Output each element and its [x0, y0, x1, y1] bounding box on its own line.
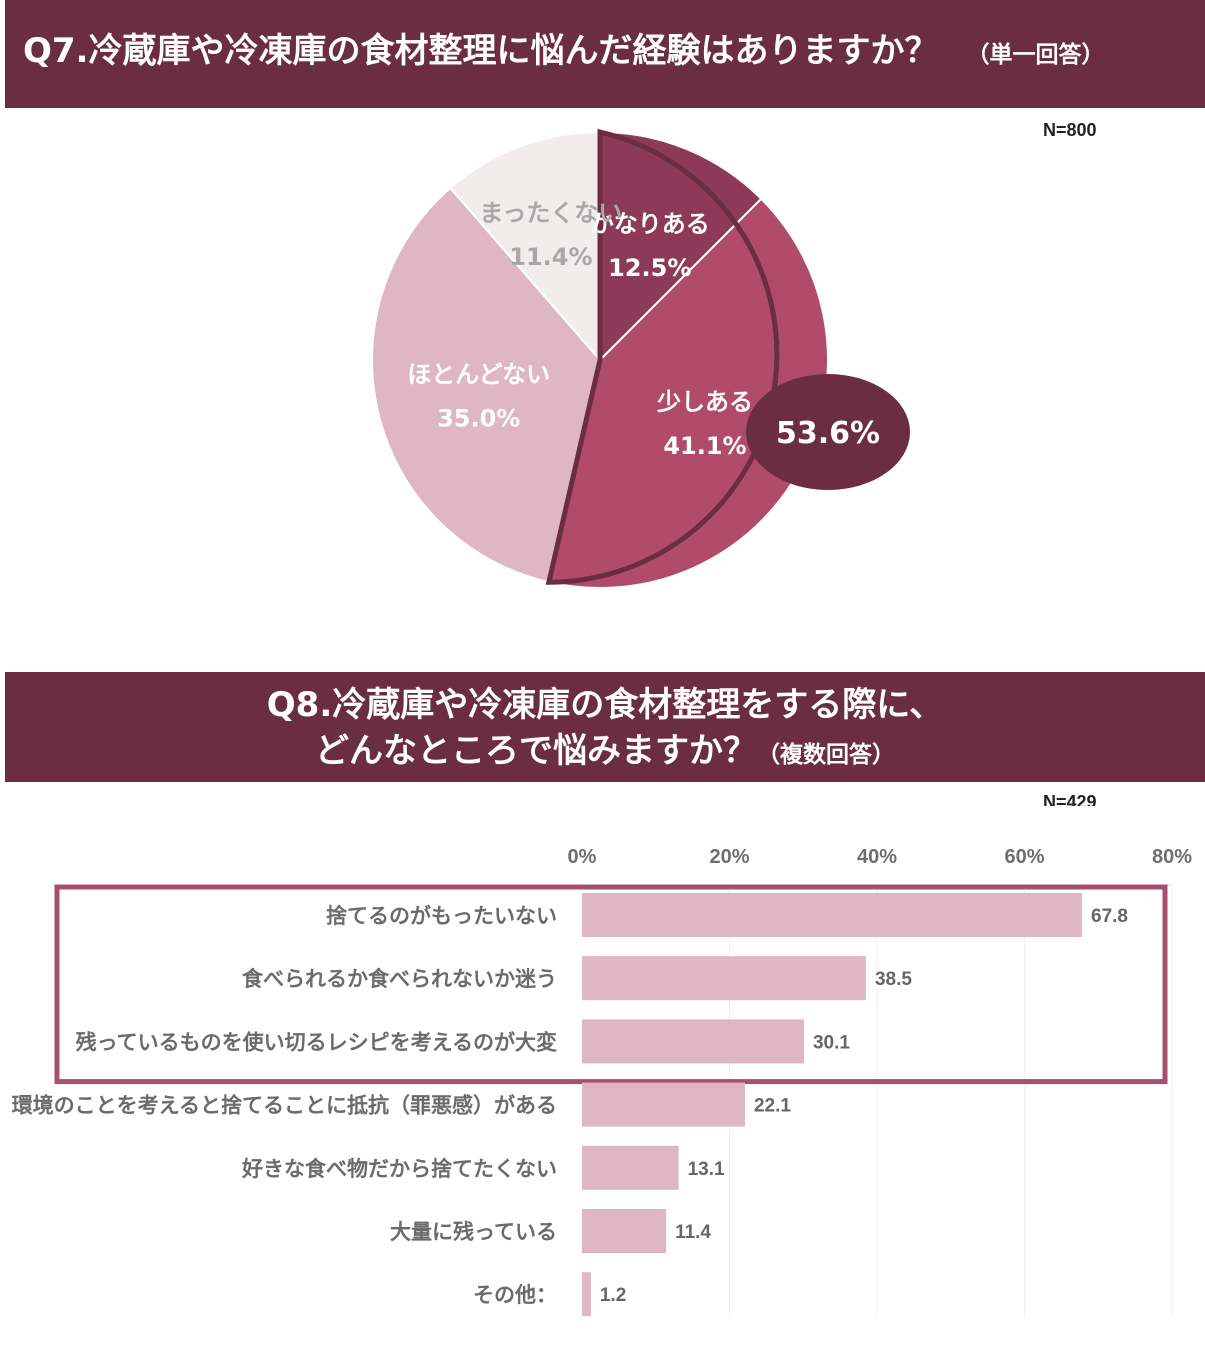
- bar-tick-label: 20%: [709, 846, 749, 868]
- pie-total-value: 53.6%: [776, 416, 880, 451]
- bar-tick-label: 0%: [568, 846, 597, 868]
- bar-value-label: 38.5: [875, 969, 912, 990]
- bar-value-label: 1.2: [600, 1285, 626, 1306]
- q8-title-sub: （複数回答）: [757, 742, 895, 768]
- pie-total-bubble: [746, 374, 910, 490]
- bar-value-label: 11.4: [675, 1222, 711, 1243]
- bar-category-label: 捨てるのがもったいない: [326, 904, 557, 928]
- bar-value-label: 13.1: [688, 1159, 725, 1180]
- q8-title-line1: Q8.冷蔵庫や冷凍庫の食材整理をする際に、: [266, 685, 944, 725]
- bar-category-label: 大量に残っている: [390, 1220, 557, 1244]
- pie-slice-mattaku: [448, 130, 601, 363]
- bar-tick-label: 60%: [1004, 846, 1044, 868]
- bar-category-label: 食べられるか食べられないか迷う: [242, 967, 557, 991]
- pie-slice-kanari: [599, 130, 763, 363]
- q7-title-text: Q7.冷蔵庫や冷凍庫の食材整理に悩んだ経験はありますか？: [23, 31, 939, 71]
- q7-title-sub: （単一回答）: [966, 42, 1105, 68]
- pie-value-sukoshi: 41.1%: [663, 432, 746, 460]
- bar-mark: [582, 1272, 591, 1317]
- bar-value-label: 22.1: [754, 1096, 791, 1117]
- bar-value-label: 67.8: [1091, 906, 1128, 927]
- q8-sample-size: N=429: [1043, 792, 1097, 806]
- pie-highlight-outline: [545, 128, 780, 585]
- bar-mark: [582, 1082, 745, 1127]
- pie-chart: かなりある 12.5% 少しある 41.1% ほとんどない 35.0% まったくない 11.4…: [371, 128, 910, 589]
- bar-tick-label: 80%: [1152, 846, 1192, 868]
- pie-value-hotondo: 35.0%: [437, 404, 520, 432]
- pie-value-mattaku: 11.4%: [509, 243, 592, 271]
- pie-label-sukoshi: 少しある: [656, 388, 753, 416]
- pie-label-kanari: かなりある: [590, 210, 710, 238]
- bar-mark: [582, 893, 1083, 937]
- q8-title: Q8.冷蔵庫や冷凍庫の食材整理をする際に、 どんなところで悩みますか？（複数回答…: [5, 682, 1205, 778]
- pie-value-kanari: 12.5%: [608, 254, 691, 282]
- bar-value-label: 30.1: [813, 1032, 850, 1053]
- pie-label-hotondo: ほとんどない: [407, 360, 550, 388]
- bar-category-label: 残っているものを使い切るレシピを考えるのが大変: [76, 1030, 557, 1054]
- bar-mark: [582, 956, 866, 1001]
- q7-title: Q7.冷蔵庫や冷凍庫の食材整理に悩んだ経験はありますか？ （単一回答）: [23, 30, 1104, 76]
- bar-mark: [582, 1209, 667, 1253]
- q8-title-line2: どんなところで悩みますか？: [315, 731, 757, 771]
- bar-mark: [582, 1145, 679, 1190]
- q7-sample-size: N=800: [1043, 120, 1097, 140]
- bar-tick-label: 40%: [857, 846, 897, 868]
- bar-highlight-frame: [54, 884, 1168, 1085]
- bar-category-label: 好きな食べ物だから捨てたくない: [241, 1157, 557, 1181]
- pie-label-mattaku: まったくない: [479, 199, 622, 227]
- bar-category-label: その他：: [473, 1283, 557, 1307]
- bar-mark: [582, 1019, 804, 1064]
- q7-header-banner: Q7.冷蔵庫や冷凍庫の食材整理に悩んだ経験はありますか？ （単一回答）: [5, 0, 1205, 108]
- bar-category-label: 環境のことを考えると捨てることに抵抗（罪悪感）がある: [12, 1094, 557, 1118]
- pie-slice-hotondo: [371, 186, 602, 584]
- q8-header-banner: Q8.冷蔵庫や冷凍庫の食材整理をする際に、 どんなところで悩みますか？（複数回答…: [5, 672, 1205, 782]
